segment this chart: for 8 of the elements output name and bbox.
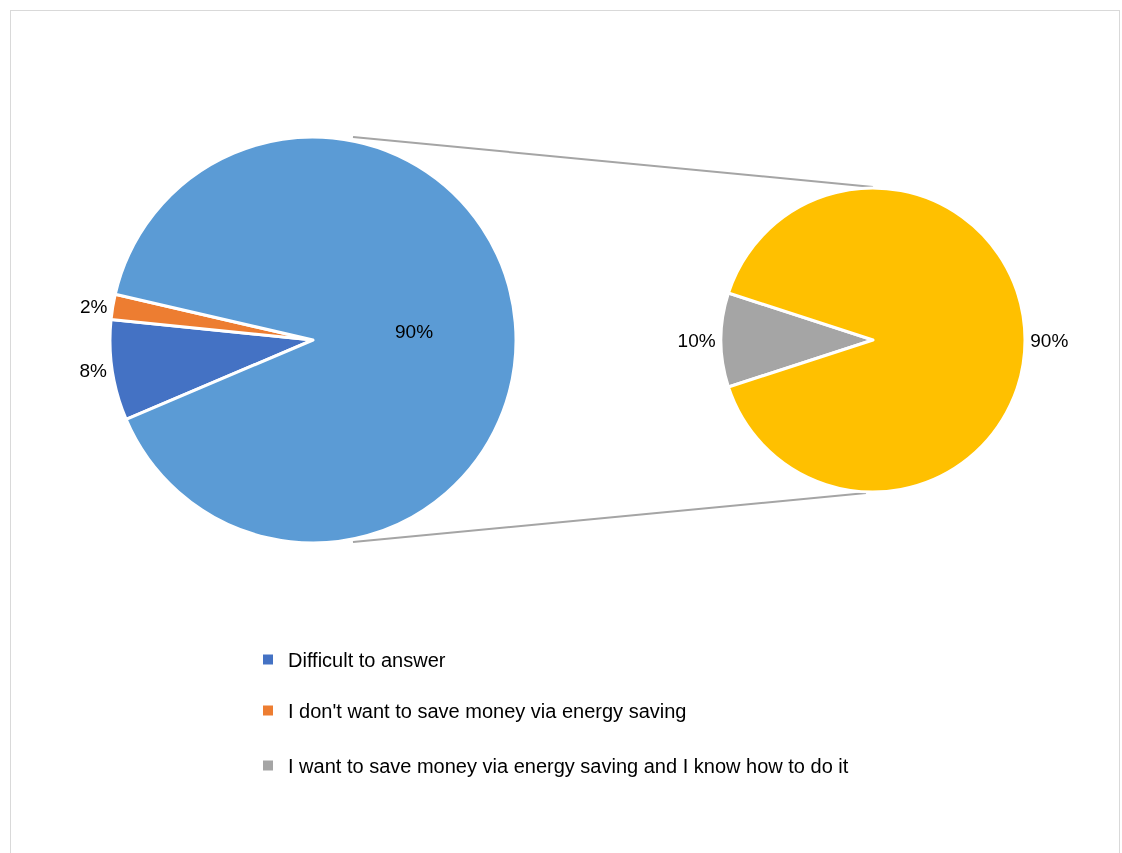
legend-label: I don't want to save money via energy saving	[288, 700, 687, 723]
data-label: 2%	[79, 296, 108, 318]
data-label: 8%	[79, 360, 108, 382]
legend-label: I want to save money via energy saving and I know how to do it	[288, 755, 849, 778]
data-label: 10%	[677, 329, 716, 351]
data-label: 90%	[1030, 329, 1069, 351]
data-label: 90%	[395, 320, 434, 342]
legend-label: Difficult to answer	[288, 649, 446, 672]
